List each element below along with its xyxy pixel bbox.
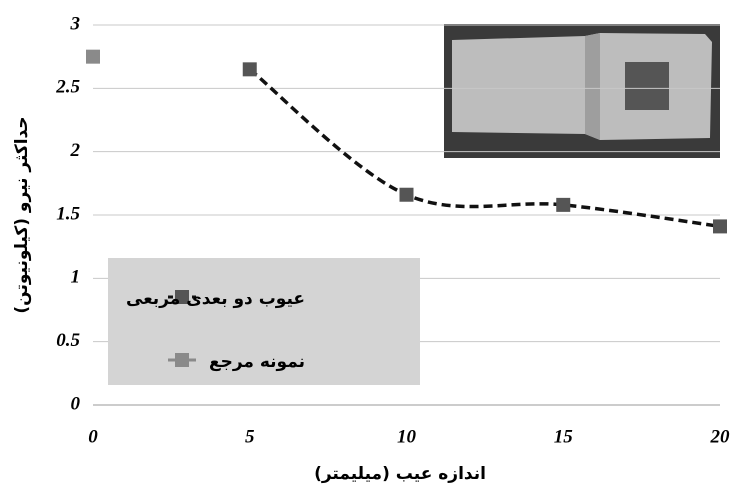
- y-tick-label: 2: [70, 140, 81, 161]
- chart: حداکثر نیرو (کیلونیوتن) اندازه عیب (میلی…: [0, 0, 730, 488]
- inset-photo: [444, 24, 720, 158]
- data-point: [400, 188, 414, 202]
- data-point: [86, 50, 100, 64]
- x-tick-label: 5: [245, 426, 255, 447]
- data-point: [556, 198, 570, 212]
- legend-label: عیوب دو بعدی مربعی: [126, 289, 305, 309]
- legend-label: نمونه مرجع: [209, 352, 305, 372]
- x-axis-label: اندازه عیب (میلیمتر): [314, 464, 486, 484]
- y-tick-label: 3: [70, 13, 81, 34]
- y-tick-label: 0: [71, 393, 81, 414]
- x-tick-label: 10: [397, 426, 417, 447]
- y-tick-label: 0.5: [56, 330, 80, 351]
- y-tick-label: 1.5: [56, 203, 80, 224]
- data-point: [713, 219, 727, 233]
- x-tick-label: 15: [554, 426, 574, 447]
- y-tick-label: 1: [71, 267, 81, 288]
- x-tick-label: 0: [88, 426, 98, 447]
- y-axis-label: حداکثر نیرو (کیلونیوتن): [12, 116, 32, 313]
- x-tick-label: 20: [710, 426, 730, 447]
- data-point: [243, 62, 257, 76]
- legend-marker: [175, 353, 189, 367]
- y-tick-label: 2.5: [55, 77, 80, 98]
